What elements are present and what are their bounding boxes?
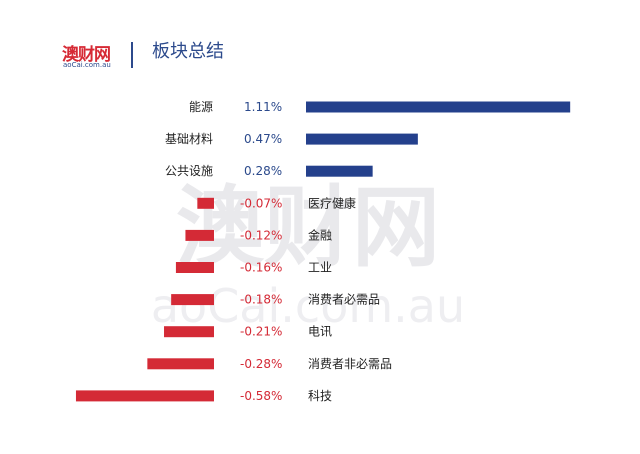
category-label-9: 科技	[308, 389, 332, 403]
bar-4	[185, 229, 214, 241]
category-label-7: 电讯	[308, 325, 332, 339]
value-label-1: 0.47%	[244, 132, 282, 146]
value-label-9: -0.58%	[240, 389, 282, 403]
header: 澳财网 aoCai.com.au 板块总结	[0, 0, 640, 80]
logo-subtext: aoCai.com.au	[63, 61, 111, 69]
category-label-6: 消费者必需品	[308, 293, 380, 307]
category-label-0: 能源	[189, 100, 213, 114]
category-label-2: 公共设施	[165, 164, 213, 178]
category-label-3: 医疗健康	[308, 195, 356, 210]
category-label-1: 基础材料	[165, 132, 213, 146]
value-label-7: -0.21%	[240, 325, 282, 339]
bar-0	[306, 101, 571, 113]
watermark-sub: aoCai.com.au	[151, 279, 465, 333]
bar-3	[197, 197, 214, 209]
value-label-4: -0.12%	[240, 228, 282, 242]
page-title: 板块总结	[152, 41, 224, 62]
value-label-6: -0.18%	[240, 293, 282, 307]
logo-text: 澳财网	[62, 45, 111, 65]
value-label-8: -0.28%	[240, 357, 282, 371]
bar-8	[147, 358, 214, 370]
bar-1	[306, 133, 418, 145]
value-label-2: 0.28%	[244, 164, 282, 178]
bar-6	[171, 294, 214, 306]
bar-2	[306, 165, 373, 177]
header-divider	[131, 42, 133, 68]
bar-5	[175, 262, 214, 273]
bar-7	[164, 326, 214, 338]
value-label-5: -0.16%	[240, 261, 282, 275]
value-label-3: -0.07%	[240, 196, 282, 210]
category-label-5: 工业	[308, 261, 332, 275]
bar-9	[75, 390, 215, 402]
category-label-8: 消费者非必需品	[308, 357, 392, 371]
watermark-main: 澳财网	[176, 176, 440, 279]
value-label-0: 1.11%	[244, 100, 282, 114]
category-label-4: 金融	[308, 227, 332, 242]
logo: 澳财网 aoCai.com.au	[62, 40, 122, 74]
